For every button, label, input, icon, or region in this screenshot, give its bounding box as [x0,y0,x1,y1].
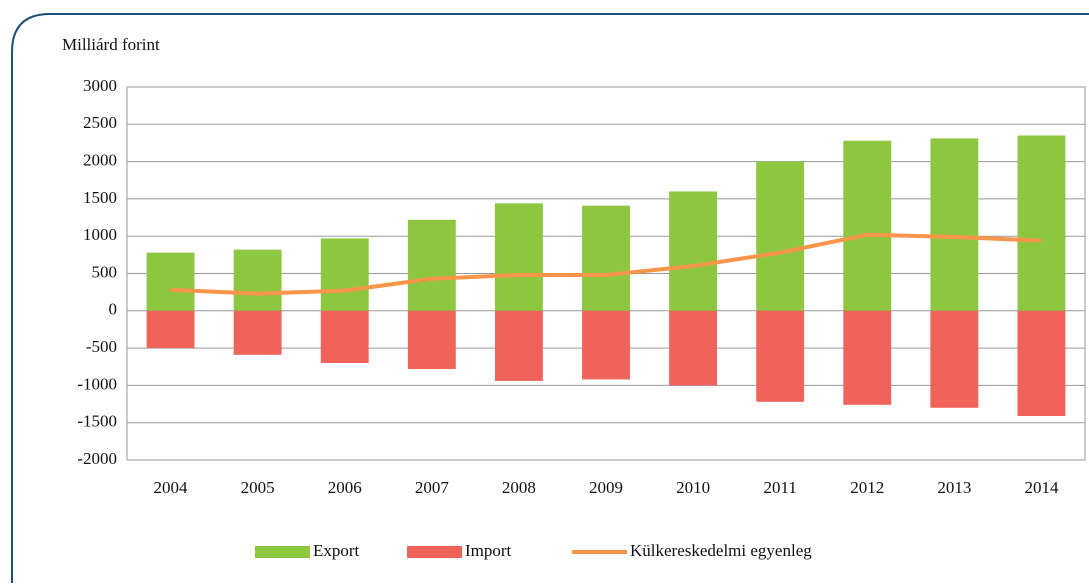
x-tick-label: 2010 [676,478,710,497]
x-tick-label: 2008 [502,478,536,497]
frame [11,13,1089,583]
bar [494,310,543,381]
bar [146,310,195,349]
x-tick-label: 2005 [241,478,275,497]
x-tick-label: 2006 [328,478,362,497]
y-tick-label: -1000 [77,374,117,393]
bar [669,191,718,311]
bar [582,205,630,311]
x-tick-label: 2013 [937,478,971,497]
bar [1017,135,1066,311]
y-tick-label: 2000 [83,151,117,170]
y-tick-label: 500 [92,262,118,281]
x-tick-label: 2014 [1024,478,1059,497]
bar [320,238,369,311]
x-tick-label: 2009 [589,478,623,497]
legend-label: Külkereskedelmi egyenleg [630,541,812,560]
y-tick-label: 1500 [83,188,117,207]
y-tick-label: -500 [86,337,117,356]
x-tick-label: 2007 [415,478,450,497]
bar [756,310,805,402]
bar [146,252,195,311]
y-tick-label: 2500 [83,113,117,132]
legend-swatch [407,546,462,558]
bar [843,310,892,405]
bar [669,310,718,386]
bar [930,138,979,311]
line [170,232,1042,296]
bar [320,310,369,364]
legend-label: Import [465,541,512,560]
y-tick-label: -1500 [77,412,117,431]
y-axis-label: Milliárd forint [62,35,160,54]
y-tick-label: 3000 [83,76,117,95]
bar [407,310,456,369]
legend-label: Export [313,541,360,560]
bar [582,310,630,380]
bar [1017,310,1066,416]
x-tick-label: 2011 [763,478,796,497]
y-tick-label: 1000 [83,225,117,244]
bar [233,310,282,355]
y-tick-label: 0 [109,300,118,319]
x-tick-label: 2004 [154,478,189,497]
bar [930,310,979,408]
bar [756,161,805,311]
bar [494,203,543,311]
bar [233,249,282,311]
y-tick-label: -2000 [77,449,117,468]
bar [843,140,892,311]
bar [407,219,456,311]
x-tick-label: 2012 [850,478,884,497]
legend-swatch [255,546,310,558]
